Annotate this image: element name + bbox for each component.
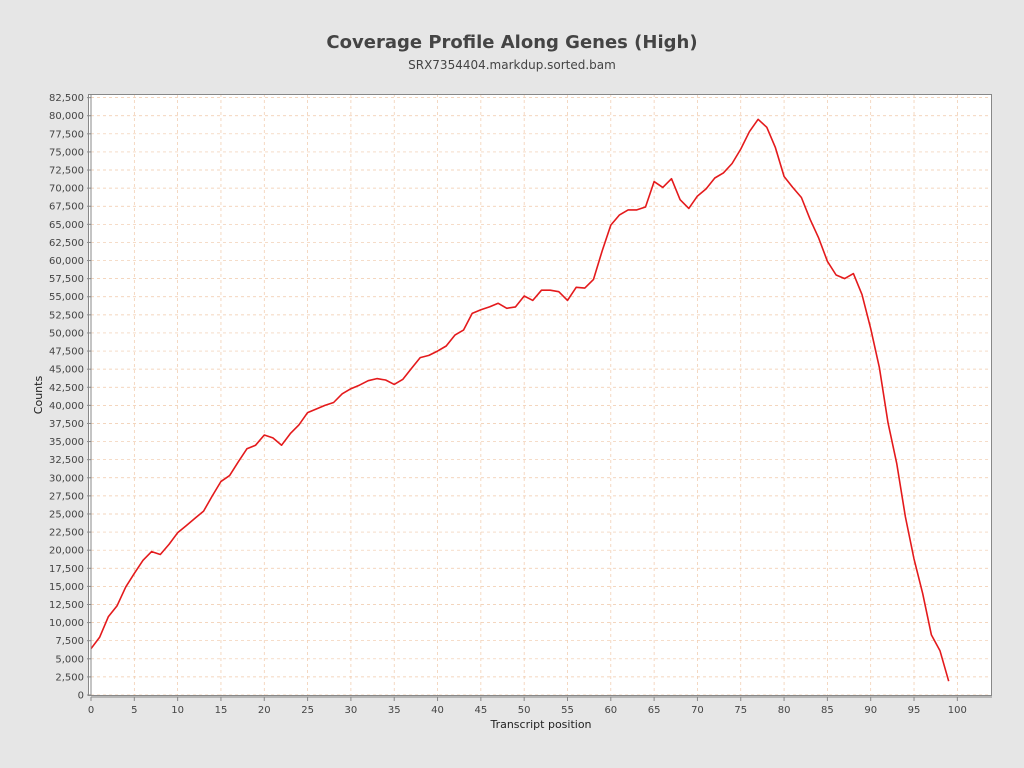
x-tick-label: 0	[88, 705, 94, 716]
x-tick-label: 50	[518, 705, 531, 716]
x-tick-label: 100	[948, 705, 967, 716]
y-tick-label: 57,500	[49, 274, 84, 285]
grid	[90, 94, 992, 696]
y-tick-label: 52,500	[49, 310, 84, 321]
y-tick-label: 22,500	[49, 528, 84, 539]
coverage-series-line	[90, 118, 950, 682]
x-tick-label: 80	[778, 705, 791, 716]
x-tick-label: 60	[604, 705, 617, 716]
y-tick-label: 20,000	[49, 546, 84, 557]
y-tick-label: 10,000	[49, 618, 84, 629]
y-tick-label: 5,000	[55, 654, 84, 665]
y-tick-label: 77,500	[49, 129, 84, 140]
y-tick-label: 35,000	[49, 437, 84, 448]
y-tick-label: 60,000	[49, 256, 84, 267]
plot-area	[88, 94, 992, 695]
x-tick-label: 75	[734, 705, 747, 716]
x-tick-label: 5	[131, 705, 137, 716]
y-tick-label: 65,000	[49, 220, 84, 231]
y-tick-label: 75,000	[49, 147, 84, 158]
x-tick-label: 25	[301, 705, 314, 716]
plot-border	[88, 94, 992, 696]
y-tick-label: 27,500	[49, 491, 84, 502]
y-tick-label: 30,000	[49, 473, 84, 484]
x-tick-label: 65	[648, 705, 661, 716]
x-tick-label: 90	[864, 705, 877, 716]
y-tick-label: 70,000	[49, 184, 84, 195]
y-tick-label: 62,500	[49, 238, 84, 249]
x-tick-label: 10	[171, 705, 184, 716]
x-axis-label: Transcript position	[489, 718, 591, 731]
y-tick-label: 0	[78, 691, 84, 702]
y-tick-label: 17,500	[49, 564, 84, 575]
x-tick-label: 55	[561, 705, 574, 716]
x-tick-label: 45	[474, 705, 487, 716]
y-tick-label: 15,000	[49, 582, 84, 593]
y-tick-label: 25,000	[49, 509, 84, 520]
x-tick-label: 30	[345, 705, 358, 716]
y-tick-label: 45,000	[49, 365, 84, 376]
x-tick-label: 35	[388, 705, 401, 716]
chart-title: Coverage Profile Along Genes (High)	[326, 32, 697, 53]
y-tick-label: 72,500	[49, 166, 84, 177]
x-tick-label: 95	[908, 705, 921, 716]
y-tick-label: 50,000	[49, 328, 84, 339]
x-axis-ticks: 0 5 10 15 20 25 30 35 40 45 50 55 60 65 70 75 80 85 90 95 10…	[88, 697, 967, 716]
y-tick-label: 55,000	[49, 292, 84, 303]
x-tick-label: 85	[821, 705, 834, 716]
y-axis-label: Counts	[32, 376, 45, 415]
y-tick-label: 67,500	[49, 202, 84, 213]
y-tick-label: 80,000	[49, 111, 84, 122]
x-tick-label: 20	[258, 705, 271, 716]
y-tick-label: 12,500	[49, 600, 84, 611]
x-tick-label: 70	[691, 705, 704, 716]
y-tick-label: 47,500	[49, 347, 84, 358]
y-tick-label: 42,500	[49, 383, 84, 394]
x-tick-label: 40	[431, 705, 444, 716]
x-tick-label: 15	[215, 705, 228, 716]
series-line-group	[90, 118, 950, 682]
y-tick-label: 7,500	[55, 636, 84, 647]
y-axis-ticks: 0 2,500 5,000 7,500 10,000 12,500 15,000 17,500…	[49, 93, 91, 702]
y-tick-label: 2,500	[55, 672, 84, 683]
y-tick-label: 37,500	[49, 419, 84, 430]
y-tick-label: 40,000	[49, 401, 84, 412]
chart-subtitle: SRX7354404.markdup.sorted.bam	[408, 58, 616, 72]
y-tick-label: 82,500	[49, 93, 84, 104]
y-tick-label: 32,500	[49, 455, 84, 466]
